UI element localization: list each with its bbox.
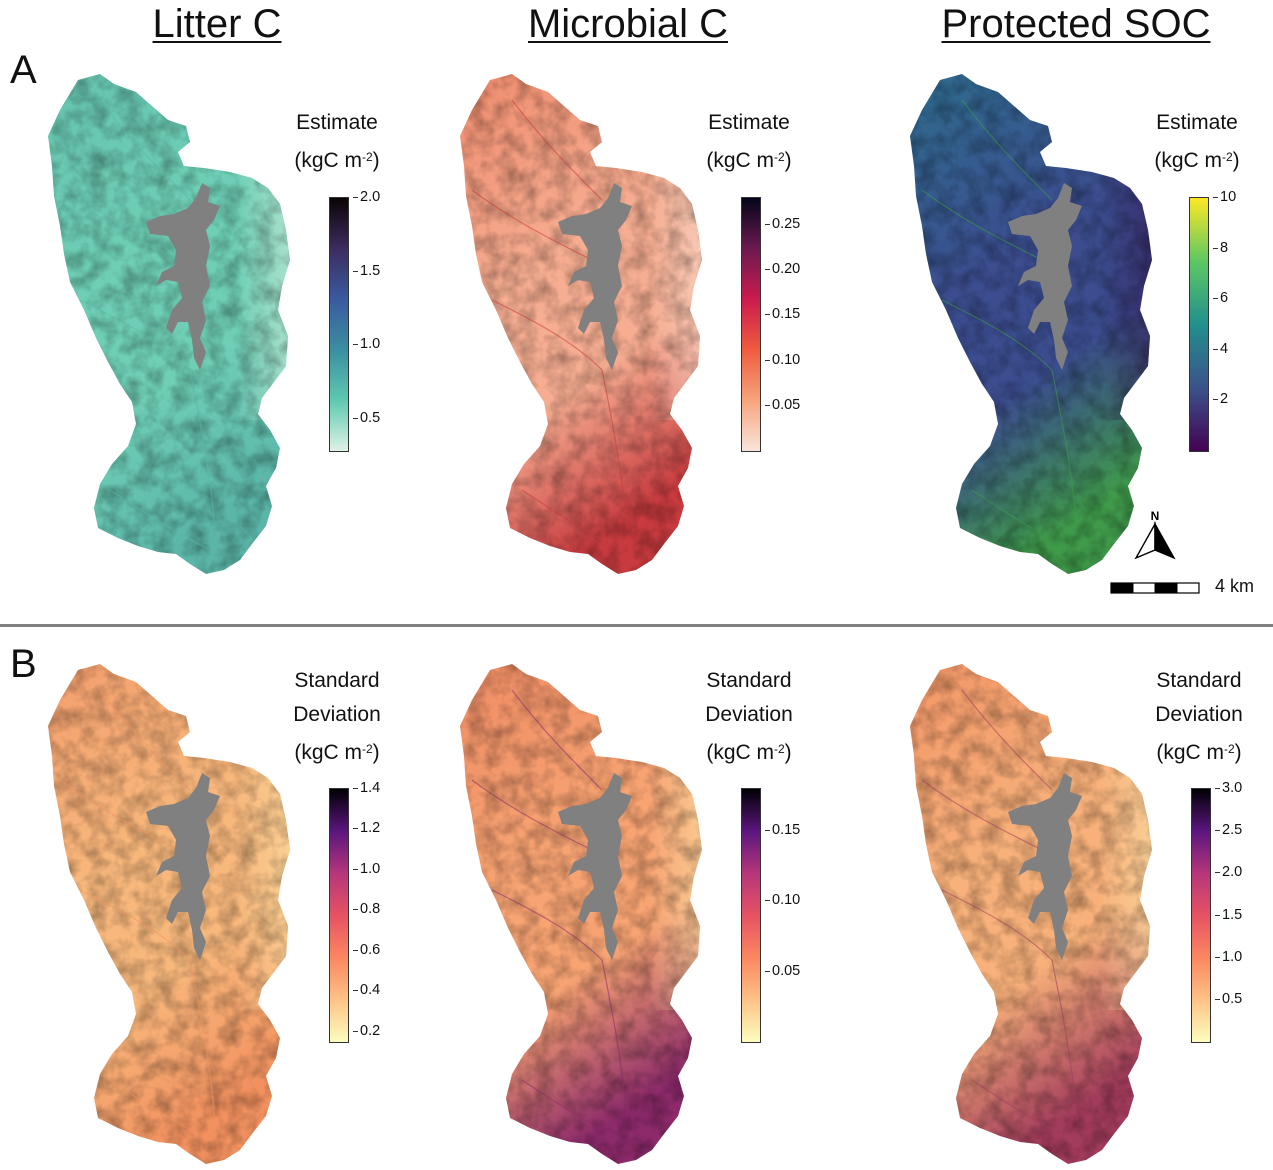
colorbar-tick-label: 0.10 xyxy=(764,892,801,909)
map-stream-line xyxy=(189,959,216,1121)
map-stream-line xyxy=(521,1079,623,1141)
reservoir-shape xyxy=(146,183,220,370)
colorbar-gradient xyxy=(329,197,349,452)
map-stream-line xyxy=(921,779,1043,851)
colorbar-gradient xyxy=(1189,197,1209,452)
map-stream-line xyxy=(601,369,628,531)
colorbar-tick-label: 1.2 xyxy=(352,820,381,837)
colorbar-tick-label: 0.5 xyxy=(1214,990,1243,1007)
column-title-microbial: Microbial C xyxy=(527,2,729,46)
map-protected-soc-estimate xyxy=(910,74,1152,574)
colorbar-tick-label: 4 xyxy=(1212,340,1229,357)
colorbar-tick-label: 2.5 xyxy=(1214,822,1243,839)
map-protected-soc-sd xyxy=(910,664,1152,1164)
panel-label-b: B xyxy=(10,642,37,686)
column-title-soc: Protected SOC xyxy=(941,2,1211,46)
map-stream-line xyxy=(99,689,191,791)
map-litter-sd xyxy=(48,664,290,1164)
north-arrow-label: N xyxy=(1151,509,1160,523)
legend-title-soc-estimate: Estimate (kgC m-2) xyxy=(1154,111,1240,172)
scale-bar-label: 4 km xyxy=(1215,576,1255,596)
reservoir-shape xyxy=(1008,773,1082,960)
map-microbial-estimate xyxy=(460,74,702,574)
colorbar-tick-label: 0.10 xyxy=(764,351,801,368)
colorbar-tick-label: 0.5 xyxy=(352,409,381,426)
column-title-litter: Litter C xyxy=(152,2,282,46)
map-stream-line xyxy=(961,99,1053,201)
colorbar-tick-label: 0.20 xyxy=(764,261,801,278)
legend-title-microbial-sd: Standard Deviation (kgC m-2) xyxy=(705,669,793,764)
map-stream-line xyxy=(601,959,628,1121)
colorbar-tick-label: 0.25 xyxy=(764,216,801,233)
map-stream-line xyxy=(1051,959,1078,1121)
map-stream-line xyxy=(471,189,593,261)
colorbar-gradient xyxy=(329,788,349,1043)
map-stream-line xyxy=(59,779,181,851)
map-stream-line xyxy=(971,489,1073,551)
colorbar-tick-label: 2.0 xyxy=(1214,864,1243,881)
colorbar-tick-label: 1.0 xyxy=(1214,948,1243,965)
map-stream-line xyxy=(511,99,603,201)
map-stream-line xyxy=(491,299,603,371)
reservoir-shape xyxy=(558,183,632,370)
panel-divider xyxy=(0,624,1273,627)
map-stream-line xyxy=(79,889,191,961)
map-stream-line xyxy=(941,889,1053,961)
legend-title-microbial-estimate: Estimate (kgC m-2) xyxy=(706,111,792,172)
reservoir-shape xyxy=(558,773,632,960)
colorbar-tick-label: 10 xyxy=(1212,189,1237,205)
colorbar-tick-label: 1.0 xyxy=(352,336,381,353)
colorbar-tick-label: 0.15 xyxy=(764,306,801,323)
colorbar-gradient xyxy=(741,197,761,452)
north-arrow-icon: N xyxy=(1134,509,1176,560)
colorbar-tick-label: 2.0 xyxy=(352,189,381,205)
colorbar-tick-label: 1.0 xyxy=(352,860,381,877)
colorbar-tick-label: 6 xyxy=(1212,290,1229,307)
map-stream-line xyxy=(189,369,216,531)
colorbar-tick-label: 3.0 xyxy=(1214,780,1243,796)
map-stream-line xyxy=(511,689,603,791)
colorbar-tick-label: 0.8 xyxy=(352,901,381,918)
map-stream-line xyxy=(971,1079,1073,1141)
map-microbial-sd xyxy=(460,664,702,1164)
map-stream-line xyxy=(941,299,1053,371)
reservoir-shape xyxy=(146,773,220,960)
colorbar-gradient xyxy=(741,788,761,1043)
map-litter-estimate xyxy=(48,74,290,574)
legend-title-litter-sd: Standard Deviation (kgC m-2) xyxy=(293,669,381,764)
colorbar-tick-label: 0.15 xyxy=(764,822,801,839)
colorbar-tick-label: 0.2 xyxy=(352,1022,381,1039)
colorbar-tick-label: 1.5 xyxy=(1214,906,1243,923)
map-stream-line xyxy=(59,189,181,261)
map-stream-line xyxy=(109,1079,211,1141)
colorbar-tick-label: 0.05 xyxy=(764,962,801,979)
colorbar-tick-label: 1.4 xyxy=(352,780,381,796)
colorbar-tick-label: 0.05 xyxy=(764,396,801,413)
map-stream-line xyxy=(961,689,1053,791)
legend-title-litter-estimate: Estimate (kgC m-2) xyxy=(294,111,380,172)
colorbar-tick-label: 8 xyxy=(1212,239,1229,256)
map-stream-line xyxy=(521,489,623,551)
map-stream-line xyxy=(79,299,191,371)
map-stream-line xyxy=(491,889,603,961)
colorbar-gradient xyxy=(1191,788,1211,1043)
colorbar-tick-label: 0.4 xyxy=(352,982,381,999)
map-stream-line xyxy=(471,779,593,851)
map-stream-line xyxy=(99,99,191,201)
legend-title-soc-sd: Standard Deviation (kgC m-2) xyxy=(1155,669,1243,764)
colorbar-tick-label: 1.5 xyxy=(352,262,381,279)
colorbar-tick-label: 0.6 xyxy=(352,941,381,958)
reservoir-shape xyxy=(1008,183,1082,370)
map-stream-line xyxy=(921,189,1043,261)
colorbar-tick-label: 2 xyxy=(1212,391,1229,408)
map-stream-line xyxy=(109,489,211,551)
panel-label-a: A xyxy=(10,48,37,92)
scale-bar xyxy=(1110,582,1200,594)
map-stream-line xyxy=(1051,369,1078,531)
